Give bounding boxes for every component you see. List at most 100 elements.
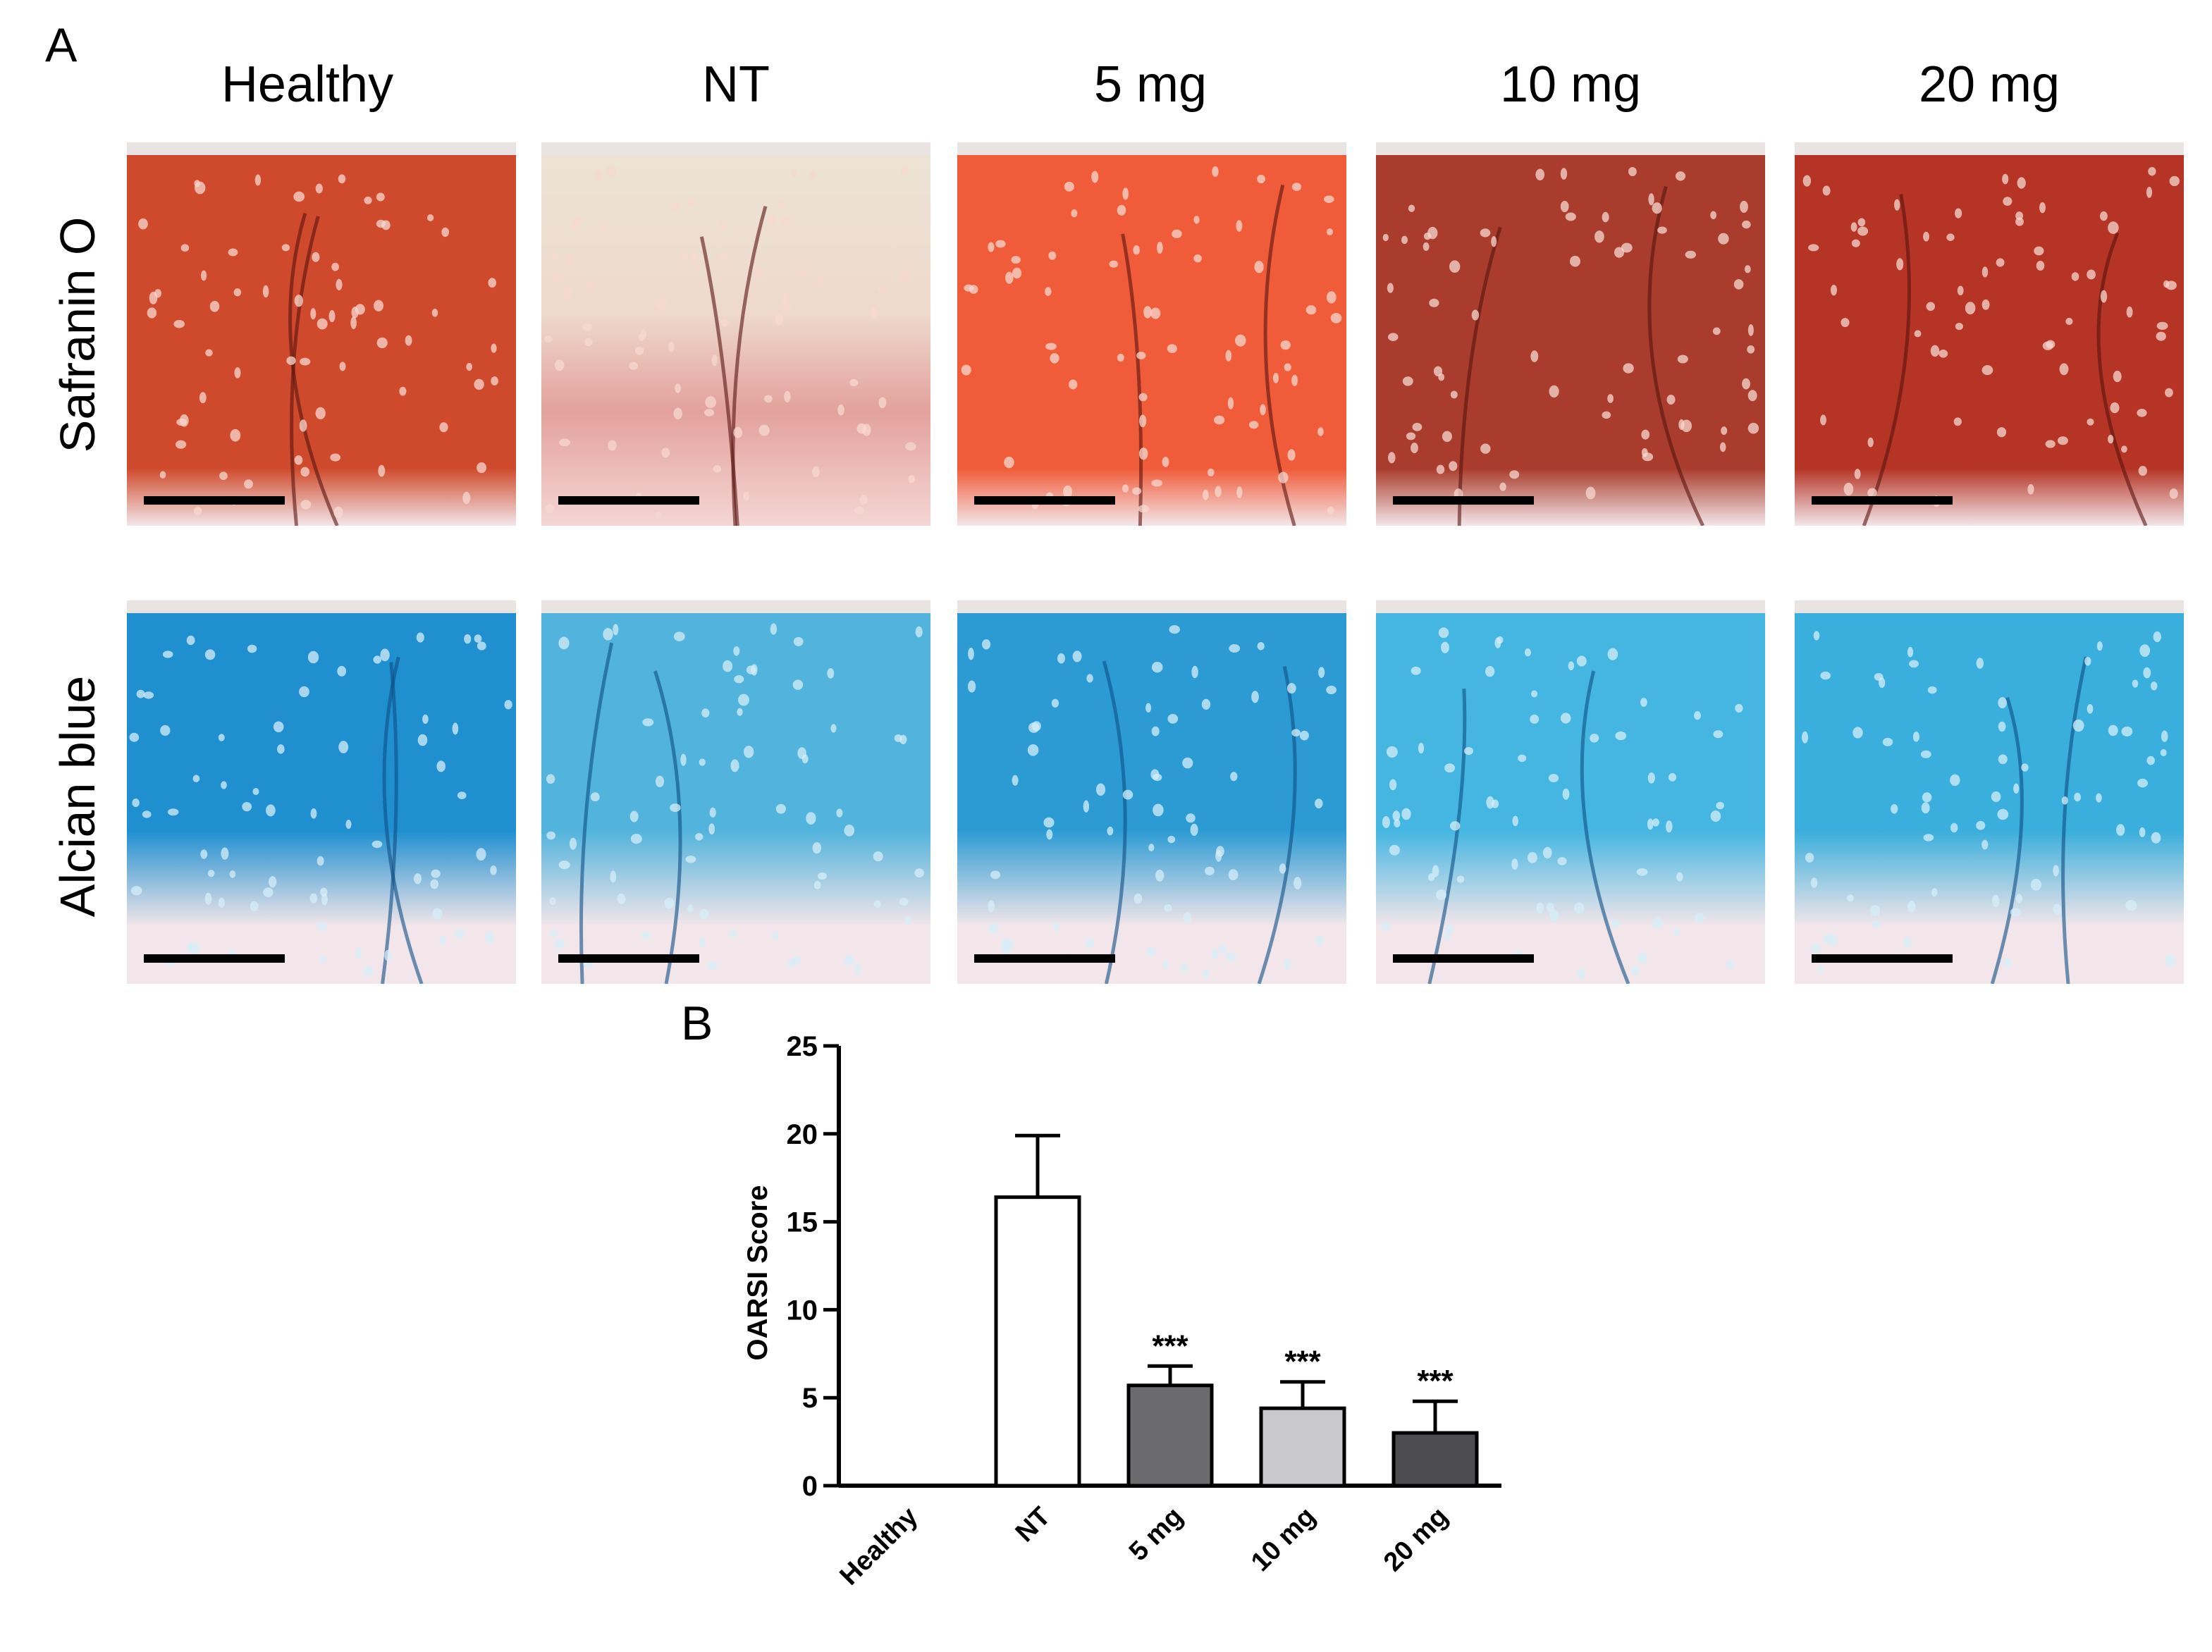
- chondrocyte-cell: [2150, 682, 2158, 691]
- chondrocyte-cell: [634, 346, 644, 355]
- chondrocyte-cell: [1509, 470, 1520, 479]
- chondrocyte-cell: [603, 628, 613, 641]
- chondrocyte-cell: [294, 455, 303, 465]
- column-header-nt: NT: [702, 56, 770, 113]
- chondrocyte-cell: [1151, 662, 1163, 673]
- chondrocyte-cell: [299, 686, 309, 698]
- chondrocyte-cell: [817, 276, 823, 286]
- chondrocyte-cell: [1857, 218, 1866, 227]
- chondrocyte-cell: [1950, 822, 1958, 833]
- chondrocyte-cell: [792, 679, 804, 690]
- x-tick-label-4: 20 mg: [1378, 1502, 1454, 1577]
- chondrocyte-cell: [1595, 230, 1604, 243]
- chondrocyte-cell: [371, 840, 383, 849]
- chondrocyte-cell: [1907, 901, 1916, 913]
- chondrocyte-cell: [1560, 168, 1568, 180]
- chondrocyte-cell: [2160, 748, 2167, 757]
- chondrocyte-cell: [1610, 919, 1621, 928]
- chondrocyte-cell: [431, 869, 441, 878]
- chondrocyte-cell: [1851, 239, 1860, 247]
- chondrocyte-cell: [1131, 487, 1142, 495]
- row-label-alcian: Alcian blue: [50, 675, 105, 918]
- chondrocyte-cell: [1418, 742, 1425, 754]
- tissue-section: [127, 142, 516, 526]
- chondrocyte-cell: [668, 341, 675, 352]
- chondrocyte-cell: [899, 270, 910, 281]
- chondrocyte-cell: [1817, 965, 1824, 973]
- chondrocyte-cell: [1190, 823, 1198, 837]
- chondrocyte-cell: [554, 359, 565, 371]
- chondrocyte-cell: [1992, 894, 2000, 908]
- chondrocyte-cell: [1802, 175, 1812, 187]
- chondrocyte-cell: [310, 808, 317, 819]
- chondrocyte-cell: [317, 922, 328, 931]
- chondrocyte-cell: [709, 807, 716, 818]
- chondrocyte-cell: [1637, 953, 1648, 964]
- chondrocyte-cell: [2137, 408, 2147, 417]
- chondrocyte-cell: [869, 307, 878, 320]
- chondrocyte-cell: [186, 635, 195, 646]
- chondrocyte-cell: [1719, 442, 1726, 452]
- chondrocyte-cell: [1535, 168, 1545, 180]
- chondrocyte-cell: [1278, 471, 1289, 483]
- chondrocyte-cell: [1213, 415, 1225, 425]
- chondrocyte-cell: [1640, 698, 1647, 707]
- chondrocyte-cell: [1524, 648, 1531, 657]
- chondrocyte-cell: [1641, 448, 1648, 457]
- section-edge: [1795, 142, 2184, 155]
- chondrocyte-cell: [1136, 352, 1146, 359]
- chondrocyte-cell: [432, 908, 443, 920]
- chondrocyte-cell: [1052, 922, 1059, 931]
- chondrocyte-cell: [309, 893, 318, 904]
- chondrocyte-cell: [1327, 506, 1334, 514]
- chondrocyte-cell: [286, 356, 296, 365]
- chondrocyte-cell: [642, 718, 654, 727]
- chondrocyte-cell: [1064, 181, 1074, 192]
- chondrocyte-cell: [617, 893, 626, 904]
- chondrocyte-cell: [2113, 370, 2122, 383]
- chondrocyte-cell: [1675, 171, 1686, 181]
- scale-bar: [974, 954, 1115, 963]
- chondrocyte-cell: [1402, 376, 1413, 386]
- x-tick-label-0: Healthy: [835, 1502, 924, 1591]
- chondrocyte-cell: [2110, 402, 2120, 414]
- chondrocyte-cell: [1181, 962, 1188, 972]
- chondrocyte-cell: [767, 214, 777, 226]
- chondrocyte-cell: [1153, 803, 1164, 817]
- chondrocyte-cell: [1148, 844, 1155, 852]
- chondrocyte-cell: [474, 378, 484, 390]
- chondrocyte-cell: [363, 966, 374, 976]
- tissue-fissure: [1862, 194, 1911, 526]
- chondrocyte-cell: [809, 171, 816, 180]
- chondrocyte-cell: [317, 856, 324, 866]
- chondrocyte-cell: [1117, 353, 1124, 362]
- chondrocyte-cell: [590, 792, 600, 802]
- chondrocyte-cell: [193, 507, 202, 515]
- chondrocyte-cell: [772, 931, 779, 940]
- chondrocyte-cell: [2108, 221, 2119, 234]
- tissue-section: [1376, 142, 1765, 526]
- chondrocyte-cell: [1557, 857, 1567, 865]
- chondrocyte-cell: [1647, 818, 1654, 830]
- chondrocyte-cell: [2146, 186, 2153, 198]
- chondrocyte-cell: [988, 242, 995, 252]
- chondrocyte-cell: [2156, 321, 2168, 331]
- chondrocyte-cell: [1499, 482, 1506, 491]
- chondrocyte-cell: [2087, 269, 2096, 280]
- chondrocyte-cell: [899, 898, 909, 906]
- chondrocyte-cell: [1549, 910, 1559, 920]
- chondrocyte-cell: [778, 200, 784, 209]
- chondrocyte-cell: [1436, 464, 1445, 474]
- section-edge: [127, 600, 516, 613]
- chondrocyte-cell: [680, 253, 687, 261]
- chondrocyte-cell: [2059, 363, 2069, 376]
- chondrocyte-cell: [1950, 774, 1960, 787]
- chondrocyte-cell: [728, 930, 737, 938]
- chondrocyte-cell: [854, 962, 861, 975]
- chondrocyte-cell: [2108, 434, 2114, 444]
- chondrocyte-cell: [2087, 704, 2094, 714]
- chondrocyte-cell: [1057, 653, 1065, 664]
- y-tick-label: 5: [802, 1383, 818, 1414]
- chondrocyte-cell: [1733, 279, 1744, 290]
- chondrocyte-cell: [2143, 667, 2151, 679]
